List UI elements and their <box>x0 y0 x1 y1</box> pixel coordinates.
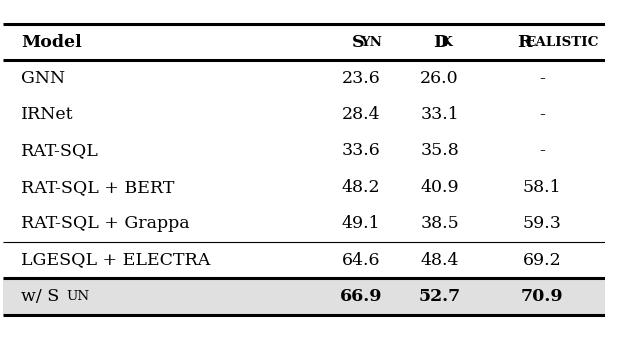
Text: -: - <box>539 70 545 87</box>
Text: 58.1: 58.1 <box>523 179 561 196</box>
Text: 23.6: 23.6 <box>342 70 381 87</box>
Text: 49.1: 49.1 <box>342 215 381 232</box>
Text: 38.5: 38.5 <box>420 215 459 232</box>
Text: 26.0: 26.0 <box>420 70 459 87</box>
Text: 48.2: 48.2 <box>342 179 381 196</box>
Text: 33.1: 33.1 <box>420 106 459 123</box>
Text: 33.6: 33.6 <box>342 142 381 159</box>
Text: UN: UN <box>66 290 89 303</box>
Text: LGESQL + ELECTRA: LGESQL + ELECTRA <box>21 252 210 269</box>
Text: 35.8: 35.8 <box>420 142 459 159</box>
Text: 52.7: 52.7 <box>418 288 460 305</box>
Text: Model: Model <box>21 34 82 51</box>
Text: GNN: GNN <box>21 70 65 87</box>
Text: 64.6: 64.6 <box>342 252 381 269</box>
Text: 48.4: 48.4 <box>420 252 459 269</box>
Text: 69.2: 69.2 <box>523 252 561 269</box>
Text: R: R <box>517 34 532 51</box>
FancyBboxPatch shape <box>2 278 605 315</box>
Text: 59.3: 59.3 <box>522 215 561 232</box>
Text: RAT-SQL + Grappa: RAT-SQL + Grappa <box>21 215 190 232</box>
Text: 70.9: 70.9 <box>520 288 563 305</box>
Text: K: K <box>441 36 452 49</box>
Text: 28.4: 28.4 <box>342 106 381 123</box>
Text: RAT-SQL: RAT-SQL <box>21 142 99 159</box>
Text: RAT-SQL + BERT: RAT-SQL + BERT <box>21 179 174 196</box>
Text: YN: YN <box>360 36 382 49</box>
Text: w/ S: w/ S <box>21 288 59 305</box>
Text: -: - <box>539 142 545 159</box>
Text: -: - <box>539 106 545 123</box>
Text: IRNet: IRNet <box>21 106 74 123</box>
Text: EALISTIC: EALISTIC <box>525 36 599 49</box>
Text: D: D <box>433 34 448 51</box>
Text: 40.9: 40.9 <box>420 179 459 196</box>
Text: S: S <box>352 34 365 51</box>
Text: 66.9: 66.9 <box>340 288 383 305</box>
